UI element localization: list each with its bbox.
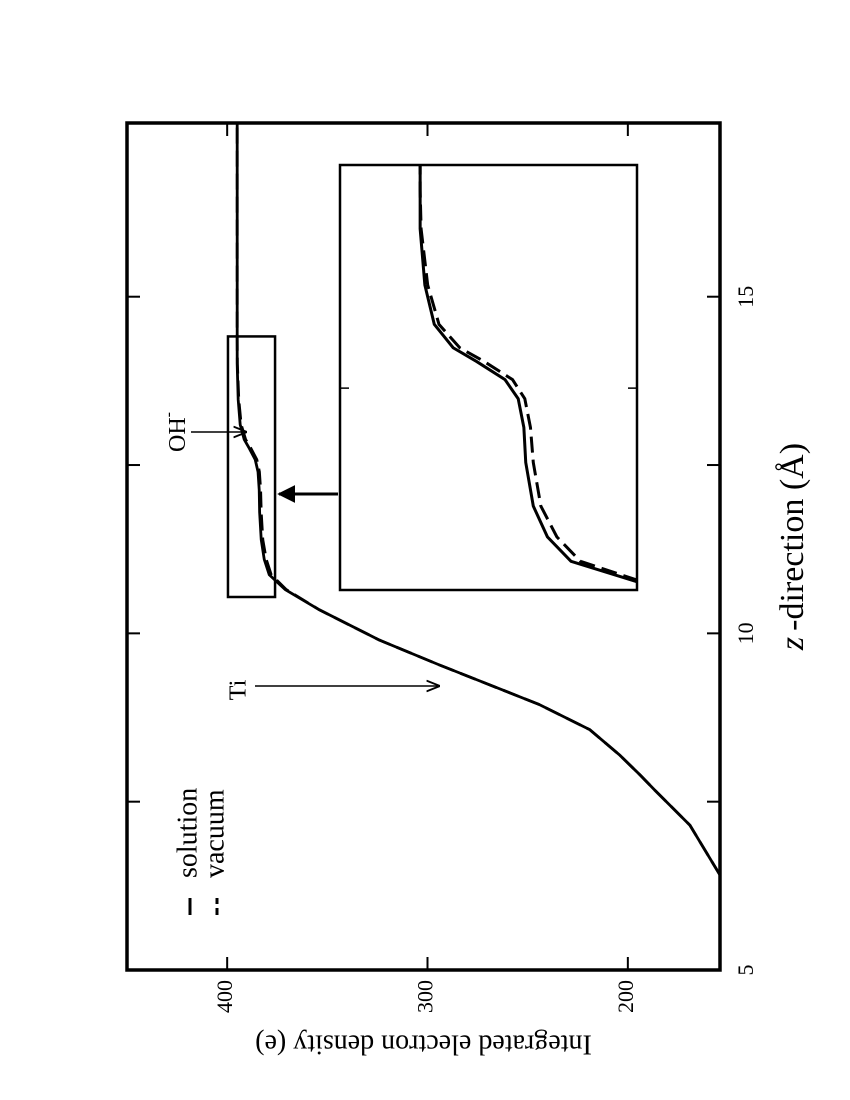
y-tick-label: 300 <box>413 980 438 1013</box>
y-axis-label: Integrated electron density (e) <box>255 1029 592 1060</box>
x-tick-label: 10 <box>733 622 758 644</box>
zoom-box <box>226 335 277 599</box>
annotation-oh: OH- <box>160 412 191 452</box>
rotated-plot: 5 10 15 200 300 400 z -direction (Å) Integrated … <box>125 121 811 1060</box>
annotation-oh-text: OH <box>165 417 191 452</box>
x-axis-variable: z <box>774 637 811 651</box>
x-tick-label: 15 <box>733 286 758 308</box>
legend-label: solution <box>172 788 203 878</box>
series-line <box>418 165 637 590</box>
x-axis-label: z -direction (Å) <box>774 443 811 651</box>
series-line <box>235 123 720 876</box>
annotation-oh-sup: - <box>160 412 177 417</box>
x-axis-label-text: -direction (Å) <box>774 443 811 631</box>
legend-label: vacuum <box>199 789 230 878</box>
annotation-ti: Ti <box>226 679 252 700</box>
y-tick-label: 200 <box>613 980 638 1013</box>
y-tick-label: 400 <box>212 980 237 1013</box>
x-tick-label: 5 <box>733 965 758 976</box>
plot-frame <box>125 121 722 972</box>
inset-frame <box>338 163 639 592</box>
